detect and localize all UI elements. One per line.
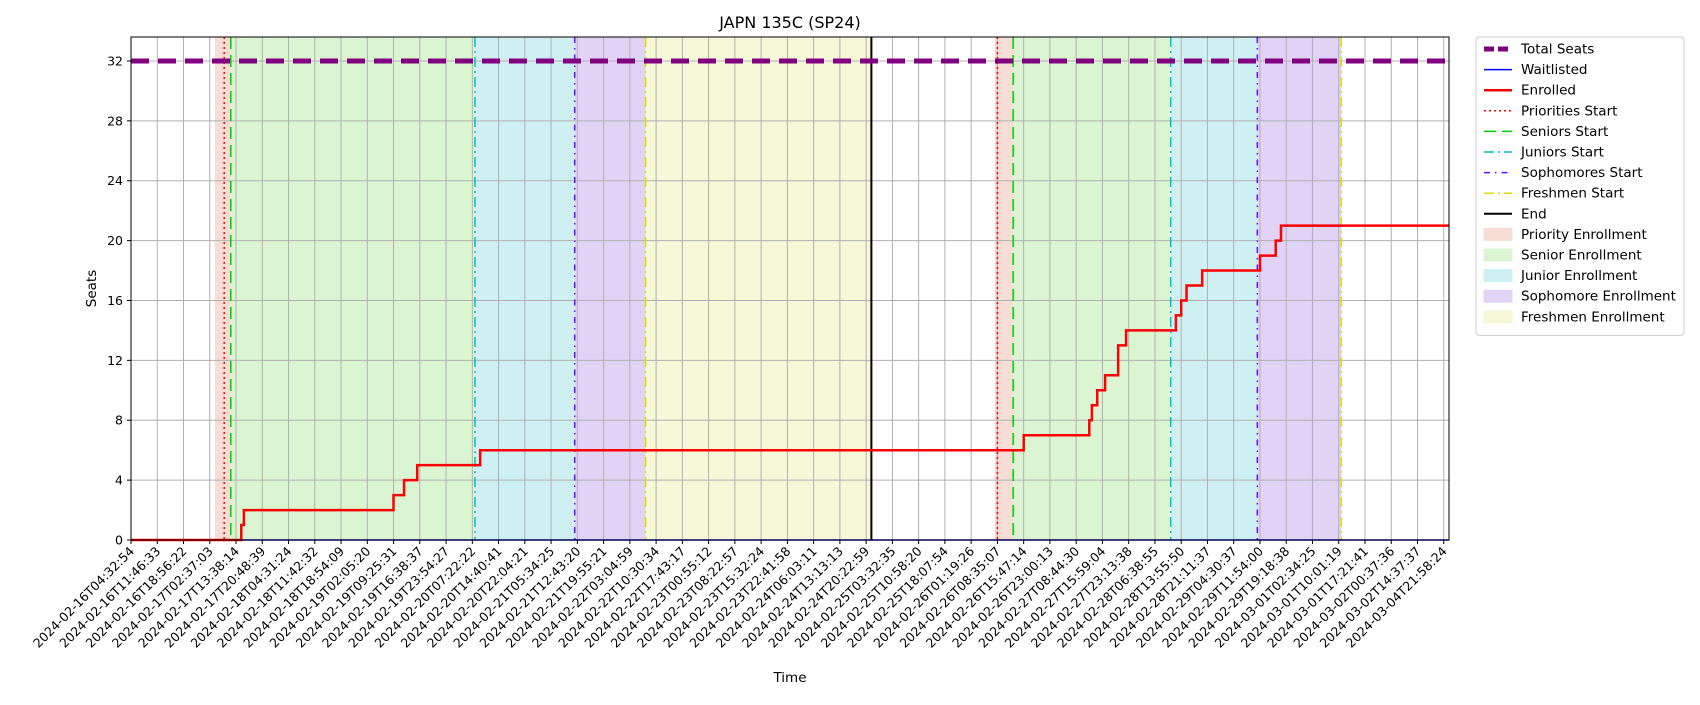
y-tick-label: 8 <box>115 413 123 428</box>
y-tick-label: 20 <box>107 233 123 248</box>
legend-swatch-senior-enrollment <box>1483 248 1513 262</box>
shaded-region-senior-enrollment-1 <box>1013 37 1171 540</box>
grid-layer <box>130 37 1449 541</box>
y-tick-label: 4 <box>115 473 123 488</box>
legend-label-senior-enrollment: Senior Enrollment <box>1521 248 1642 264</box>
y-tick-label: 32 <box>107 53 123 68</box>
y-axis-label: Seats <box>84 270 100 307</box>
y-tick-label: 0 <box>115 533 123 548</box>
legend: Total Seats Waitlisted Enrolled Priorities … <box>1475 36 1685 336</box>
legend-swatch-freshmen-enrollment <box>1483 310 1513 324</box>
shaded-region-freshmen-enrollment-0 <box>645 37 872 540</box>
x-axis: 2024-02-16T04:32:542024-02-16T11:46:3320… <box>30 540 1450 651</box>
y-tick-label: 16 <box>107 293 123 308</box>
legend-label-end: End <box>1521 206 1547 222</box>
legend-label-enrolled: Enrolled <box>1521 83 1576 99</box>
shaded-region-priority-enrollment-1 <box>994 37 1014 540</box>
legend-label-sophomore-enrollment: Sophomore Enrollment <box>1521 289 1676 305</box>
shaded-region-priority-enrollment-0 <box>215 37 231 540</box>
series-enrolled <box>131 224 1449 542</box>
legend-label-priorities-start: Priorities Start <box>1521 103 1617 119</box>
legend-label-priority-enrollment: Priority Enrollment <box>1521 227 1647 243</box>
shaded-regions-layer <box>215 37 1342 540</box>
legend-label-freshmen-enrollment: Freshmen Enrollment <box>1521 309 1665 325</box>
x-axis-label: Time <box>772 670 806 686</box>
legend-label-total-seats: Total Seats <box>1520 42 1594 58</box>
legend-label-waitlisted: Waitlisted <box>1521 62 1588 78</box>
shaded-region-sophomore-enrollment-1 <box>1257 37 1342 540</box>
y-tick-label: 24 <box>107 173 123 188</box>
legend-label-junior-enrollment: Junior Enrollment <box>1520 268 1637 284</box>
plot-frame <box>130 36 1450 541</box>
y-axis: 0 4 8 12 16 20 24 28 32 <box>107 53 131 548</box>
legend-label-freshmen-start: Freshmen Start <box>1521 186 1624 202</box>
shaded-region-junior-enrollment-1 <box>1170 37 1258 540</box>
chart-title: JAPN 135C (SP24) <box>718 13 861 32</box>
legend-box <box>1475 36 1685 336</box>
y-tick-label: 12 <box>107 353 123 368</box>
vertical-markers-layer <box>223 37 1343 540</box>
legend-label-seniors-start: Seniors Start <box>1521 124 1608 140</box>
legend-swatch-priority-enrollment <box>1483 227 1513 241</box>
legend-label-sophomores-start: Sophomores Start <box>1521 165 1643 181</box>
legend-label-juniors-start: Juniors Start <box>1520 145 1604 161</box>
legend-swatch-junior-enrollment <box>1483 269 1513 283</box>
y-tick-label: 28 <box>107 113 123 128</box>
shaded-region-sophomore-enrollment-0 <box>574 37 646 540</box>
legend-swatch-sophomore-enrollment <box>1483 289 1513 303</box>
